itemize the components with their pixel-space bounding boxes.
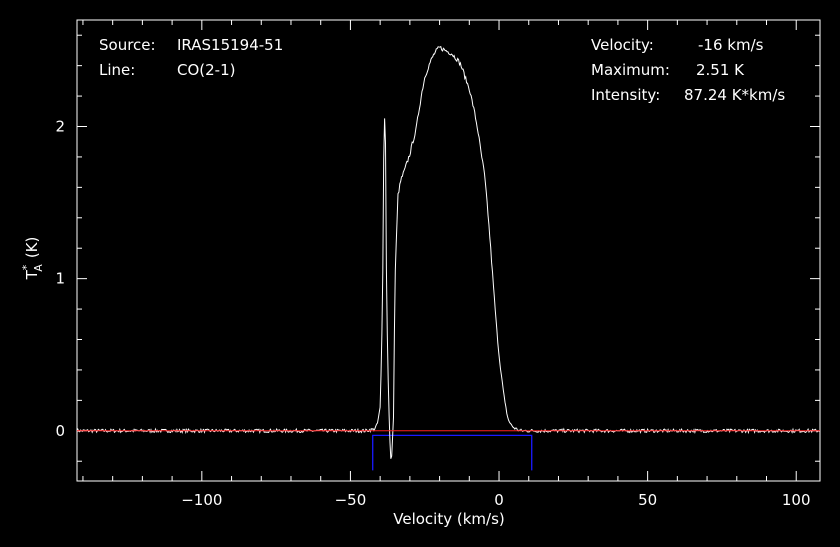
integration-window [372, 434, 533, 471]
intensity-label: Intensity: [591, 86, 661, 104]
velocity-label: Velocity: [591, 36, 654, 54]
line-value: CO(2-1) [177, 61, 236, 79]
spectrum-line [76, 45, 820, 459]
line-label: Line: [99, 61, 136, 79]
x-tick-label: 0 [494, 491, 504, 509]
y-tick-label: 2 [55, 118, 65, 136]
y-tick-label: 1 [55, 270, 65, 288]
source-label: Source: [99, 36, 156, 54]
svg-text:T*A(K): T*A(K) [20, 237, 45, 281]
source-value: IRAS15194-51 [177, 36, 284, 54]
intensity-value: 87.24 K*km/s [684, 86, 786, 104]
chart-marks [76, 45, 820, 471]
plot-frame [76, 19, 821, 482]
y-axis-label: T*A(K) [20, 237, 45, 281]
y-tick-label: 0 [55, 422, 65, 440]
maximum-value: 2.51 K [696, 61, 745, 79]
x-tick-label: −50 [335, 491, 367, 509]
axes: −100 −50 0 50 100 0 1 2 [55, 19, 821, 509]
x-tick-label: −100 [181, 491, 222, 509]
velocity-value: -16 km/s [698, 36, 764, 54]
x-tick-label: 100 [782, 491, 811, 509]
x-tick-label: 50 [638, 491, 657, 509]
x-axis-label: Velocity (km/s) [393, 510, 504, 528]
maximum-label: Maximum: [591, 61, 670, 79]
